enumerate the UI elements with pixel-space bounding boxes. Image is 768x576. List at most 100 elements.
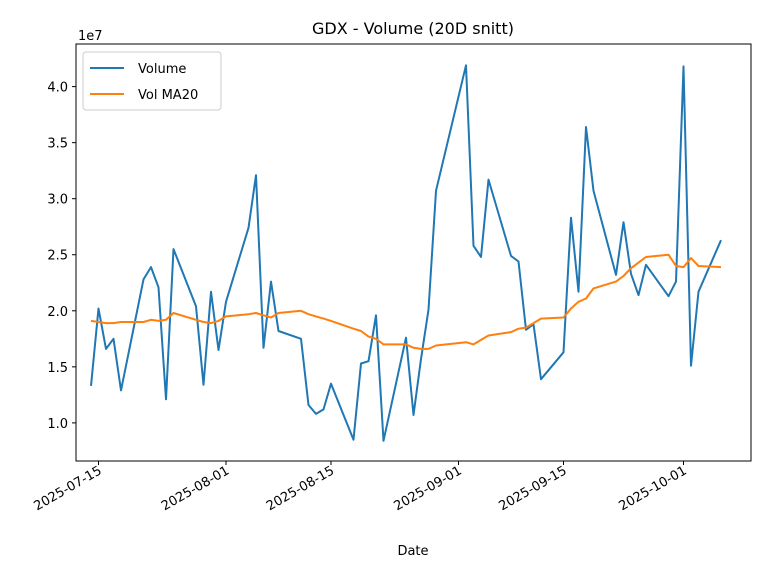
data-point-vol-ma20 (247, 313, 249, 315)
data-point-vol-ma20 (675, 265, 677, 267)
data-point-vol-ma20 (157, 320, 159, 322)
data-point-volume (667, 295, 669, 297)
data-point-vol-ma20 (195, 319, 197, 321)
data-point-volume (675, 280, 677, 282)
data-point-vol-ma20 (592, 287, 594, 289)
data-point-vol-ma20 (645, 256, 647, 258)
y-tick-label: 3.5 (47, 137, 68, 152)
data-point-volume (622, 221, 624, 223)
data-point-vol-ma20 (667, 254, 669, 256)
data-point-vol-ma20 (420, 348, 422, 350)
data-point-vol-ma20 (487, 334, 489, 336)
data-point-volume (465, 64, 467, 66)
data-point-volume (435, 190, 437, 192)
data-point-volume (510, 255, 512, 257)
data-point-volume (157, 286, 159, 288)
data-point-vol-ma20 (697, 265, 699, 267)
data-point-vol-ma20 (97, 321, 99, 323)
data-point-volume (367, 360, 369, 362)
data-point-vol-ma20 (375, 338, 377, 340)
series-layer (90, 64, 722, 442)
data-point-vol-ma20 (570, 307, 572, 309)
data-point-volume (405, 336, 407, 338)
data-point-vol-ma20 (217, 320, 219, 322)
data-point-vol-ma20 (690, 257, 692, 259)
data-point-vol-ma20 (615, 280, 617, 282)
data-point-volume (637, 294, 639, 296)
data-point-volume (112, 338, 114, 340)
data-point-volume (352, 439, 354, 441)
chart-title: GDX - Volume (20D snitt) (312, 19, 514, 38)
y-axis-offset-label: 1e7 (78, 29, 103, 44)
data-point-vol-ma20 (532, 322, 534, 324)
data-point-volume (472, 245, 474, 247)
y-tick-label: 3.0 (47, 193, 68, 208)
plot-area (75, 43, 752, 462)
data-point-volume (172, 248, 174, 250)
data-point-volume (255, 174, 257, 176)
data-point-vol-ma20 (427, 348, 429, 350)
x-axis-label: Date (397, 544, 428, 559)
data-point-volume (412, 414, 414, 416)
data-point-vol-ma20 (120, 321, 122, 323)
data-point-volume (375, 314, 377, 316)
legend-label: Vol MA20 (138, 88, 198, 103)
data-point-volume (262, 347, 264, 349)
data-point-volume (142, 278, 144, 280)
data-point-vol-ma20 (307, 313, 309, 315)
data-point-volume (217, 349, 219, 351)
data-point-vol-ma20 (315, 315, 317, 317)
data-point-vol-ma20 (405, 343, 407, 345)
data-point-volume (420, 358, 422, 360)
data-point-volume (487, 178, 489, 180)
data-point-vol-ma20 (330, 320, 332, 322)
data-point-volume (690, 365, 692, 367)
series-line-volume (90, 64, 722, 442)
data-point-volume (562, 351, 564, 353)
data-point-volume (382, 440, 384, 442)
data-point-volume (120, 389, 122, 391)
y-tick-label: 2.0 (47, 305, 68, 320)
data-point-volume (210, 291, 212, 293)
data-point-vol-ma20 (322, 317, 324, 319)
data-point-volume (90, 385, 92, 387)
data-point-vol-ma20 (510, 331, 512, 333)
data-point-vol-ma20 (262, 314, 264, 316)
data-point-volume (270, 280, 272, 282)
data-point-volume (480, 256, 482, 258)
y-tick-label: 1.0 (47, 417, 68, 432)
plot-frame (75, 43, 752, 462)
data-point-vol-ma20 (435, 344, 437, 346)
data-point-vol-ma20 (637, 261, 639, 263)
data-point-volume (427, 308, 429, 310)
data-point-volume (720, 239, 722, 241)
data-point-volume (202, 384, 204, 386)
data-point-volume (615, 274, 617, 276)
data-point-vol-ma20 (562, 316, 564, 318)
data-point-vol-ma20 (367, 335, 369, 337)
data-point-vol-ma20 (105, 322, 107, 324)
data-point-vol-ma20 (210, 322, 212, 324)
data-point-vol-ma20 (270, 316, 272, 318)
data-point-vol-ma20 (720, 266, 722, 268)
data-point-volume (277, 330, 279, 332)
data-point-volume (697, 291, 699, 293)
legend-label: Volume (138, 62, 186, 77)
data-point-vol-ma20 (465, 341, 467, 343)
data-point-vol-ma20 (202, 321, 204, 323)
data-point-volume (225, 301, 227, 303)
data-point-vol-ma20 (172, 312, 174, 314)
data-point-vol-ma20 (255, 312, 257, 314)
data-point-vol-ma20 (277, 312, 279, 314)
data-point-vol-ma20 (585, 297, 587, 299)
data-point-vol-ma20 (577, 301, 579, 303)
data-point-volume (247, 227, 249, 229)
data-point-volume (105, 348, 107, 350)
data-point-volume (517, 260, 519, 262)
data-point-volume (540, 378, 542, 380)
data-point-vol-ma20 (300, 310, 302, 312)
data-point-vol-ma20 (165, 319, 167, 321)
data-point-volume (165, 398, 167, 400)
data-point-vol-ma20 (142, 321, 144, 323)
